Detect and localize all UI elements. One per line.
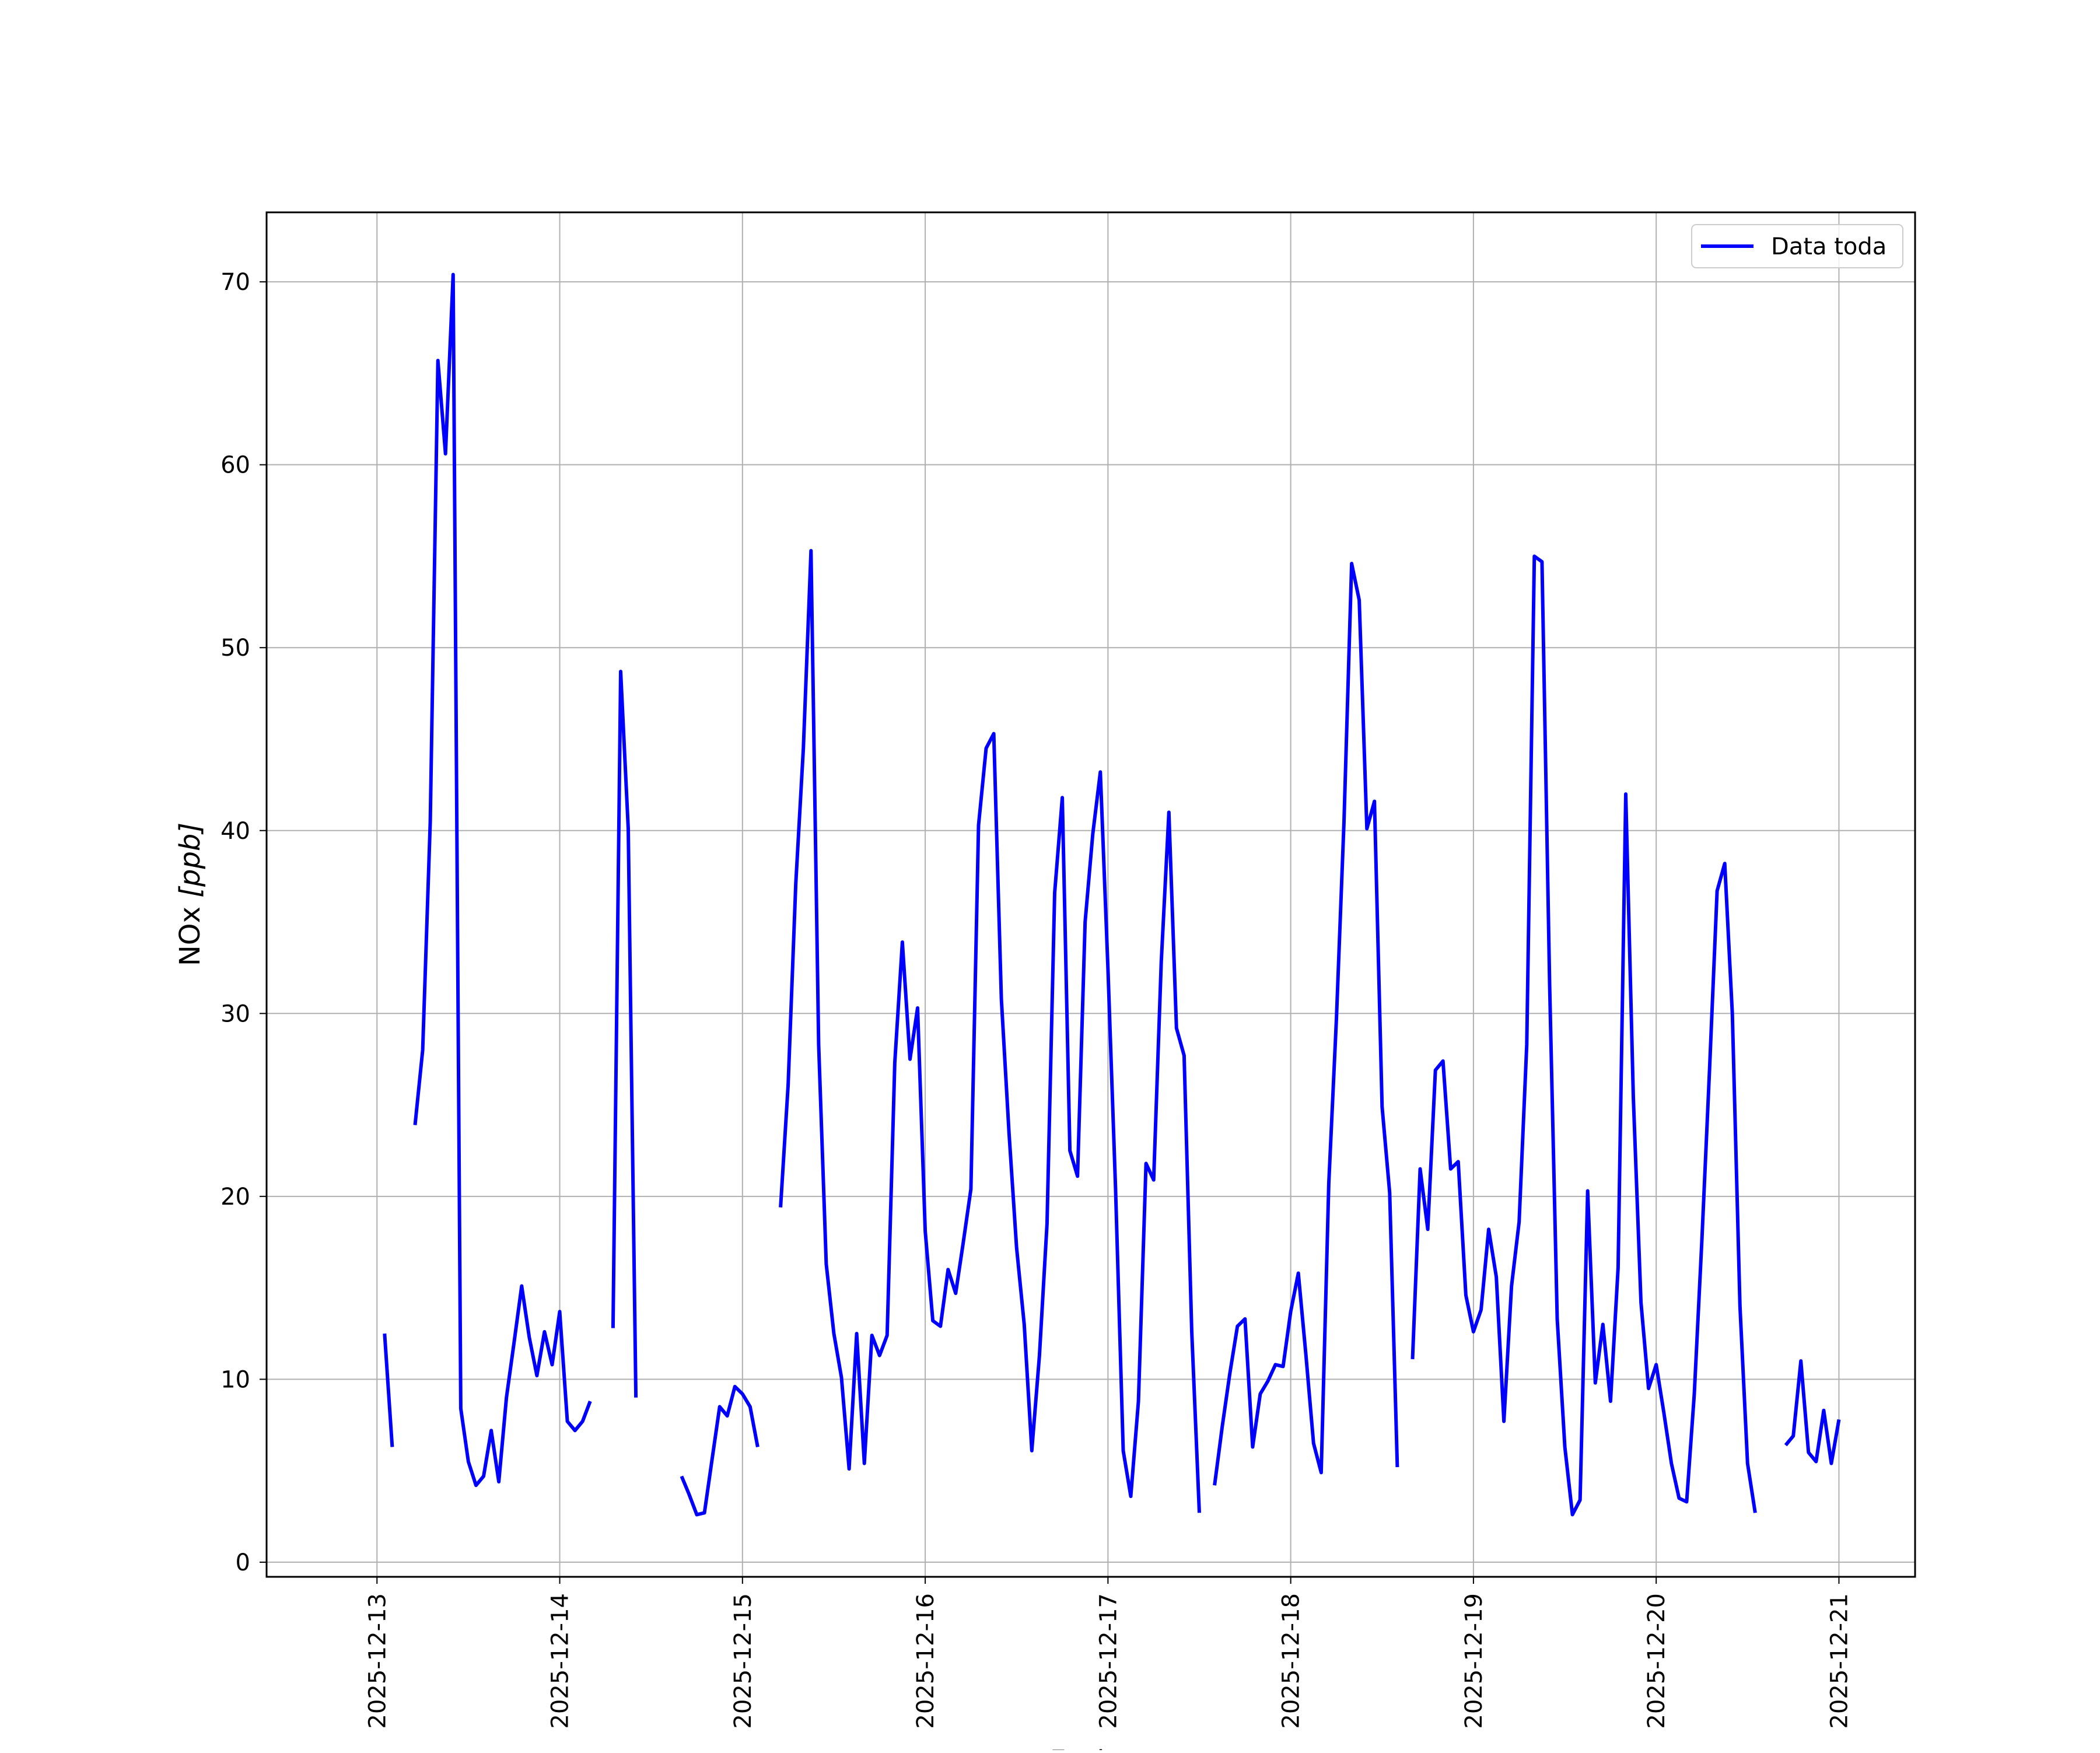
- y-tick-label: 40: [220, 818, 250, 845]
- x-axis-ticks: 2025-12-13 2025-12-14 2025-12-15 2025-12-16…: [364, 1577, 1853, 1728]
- x-tick-label: 2025-12-18: [1278, 1593, 1305, 1728]
- x-tick-label: 2025-12-19: [1461, 1593, 1488, 1728]
- y-tick-label: 60: [220, 452, 250, 479]
- y-axis-label-prefix: NOx: [174, 898, 206, 966]
- legend-label: Data toda: [1771, 233, 1887, 260]
- series-line-segment: [611, 670, 638, 1398]
- y-axis-label-unit: [ppb]: [174, 823, 206, 898]
- series-layer: [383, 272, 1841, 1517]
- legend-box: [1691, 224, 1903, 268]
- plot-frame: [265, 211, 1916, 1578]
- y-tick-label: 50: [220, 635, 250, 662]
- grid-lines: [267, 212, 1915, 1577]
- x-tick-label: 2025-12-13: [364, 1593, 391, 1728]
- x-tick-label: 2025-12-20: [1643, 1593, 1670, 1728]
- series-line-segment: [383, 1333, 394, 1447]
- x-tick-label: 2025-12-15: [730, 1593, 757, 1728]
- x-axis-label: Fecha: [1050, 1745, 1132, 1750]
- y-tick-label: 20: [220, 1184, 250, 1210]
- y-axis-ticks: 0 10 20 30 40 50 60 70: [220, 269, 267, 1576]
- x-tick-label: 2025-12-16: [912, 1593, 939, 1728]
- x-tick-label: 2025-12-14: [547, 1593, 574, 1728]
- y-tick-label: 70: [220, 269, 250, 296]
- y-tick-label: 10: [220, 1366, 250, 1393]
- y-tick-label: 30: [220, 1000, 250, 1027]
- series-line-segment: [413, 272, 592, 1488]
- series-line-segment: [680, 1384, 760, 1517]
- legend: Data toda: [1691, 224, 1903, 268]
- x-tick-label: 2025-12-17: [1095, 1593, 1122, 1728]
- series-line-segment: [1410, 554, 1757, 1517]
- x-tick-label: 2025-12-21: [1826, 1593, 1853, 1728]
- series-line-segment: [1784, 1359, 1841, 1465]
- series-line-segment: [1213, 562, 1399, 1486]
- series-line-segment: [779, 549, 1201, 1513]
- y-tick-label: 0: [236, 1549, 250, 1576]
- y-axis-label: NOx [ppb]: [174, 823, 206, 966]
